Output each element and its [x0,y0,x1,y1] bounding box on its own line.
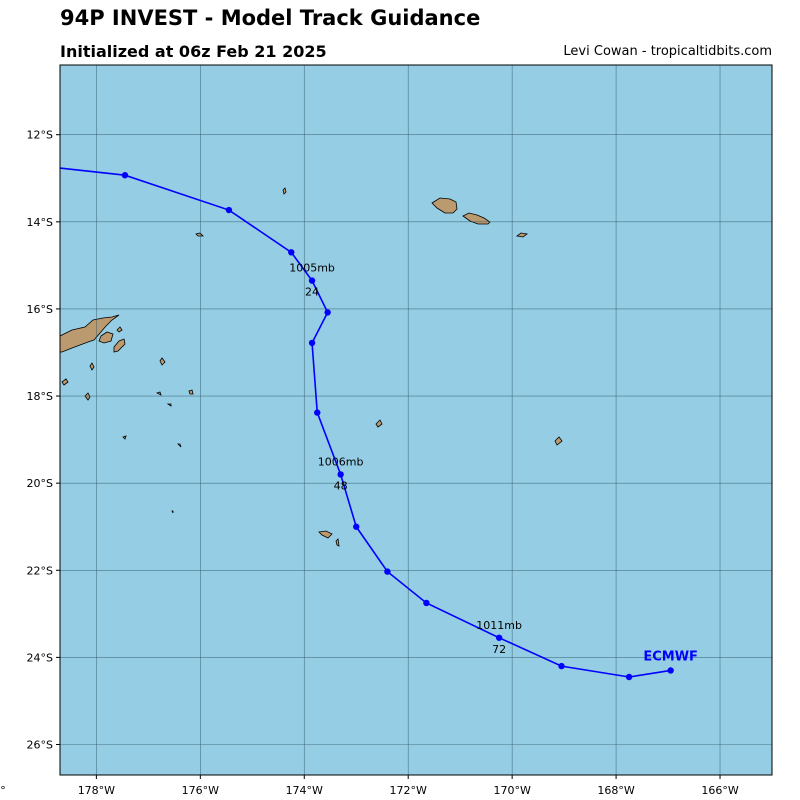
island-tutuila [516,232,528,238]
track-point [308,339,316,347]
forecast-hour-label: 48 [334,479,348,492]
forecast-hour-label: 72 [492,643,506,656]
island-wallis [282,187,287,195]
track-annotations: 1005mb 24 1006mb 48 1011mb 72 ECMWF [289,262,698,665]
island-lau-6 [188,389,194,395]
lat-tick-label: 16°S [27,303,53,316]
track-point [2,159,8,165]
track-point [558,662,565,670]
axis-ticks: 180° 178°W 176°W 174°W 172°W 170°W 168°W 166°W 1… [0,129,739,797]
island-fiji-small-1 [98,331,114,344]
island-savaii [431,197,458,214]
pressure-label: 1011mb [476,619,522,632]
lon-tick-label: 168°W [597,784,634,797]
model-name-label: ECMWF [643,649,698,664]
island-lau-3 [159,357,166,366]
island-futuna [195,232,204,237]
lat-tick-label: 12°S [27,129,53,142]
lon-tick-label: 174°W [286,784,323,797]
track-point [324,309,331,316]
track-point [288,249,295,256]
graticule [60,65,772,775]
lat-tick-label: 14°S [27,216,53,229]
lon-tick-label: 180° [0,784,6,797]
lon-tick-label: 176°W [182,784,219,797]
island-lau-10 [171,510,174,514]
island-niue [554,436,563,446]
island-tongatapu [318,530,333,539]
track-point [308,277,316,284]
track-point [667,667,674,674]
track-point [625,673,633,681]
forecast-hour-label: 24 [305,286,319,299]
island-lau-2 [61,378,69,386]
map-title: 94P INVEST - Model Track Guidance [60,6,481,30]
track-point [384,568,391,575]
lat-tick-label: 22°S [27,564,53,577]
island-lau-7 [166,403,172,407]
track-point [495,634,503,641]
map-subtitle: Initialized at 06z Feb 21 2025 [60,42,327,61]
track-point [121,172,129,179]
ocean-background [60,65,772,775]
island-eua [335,538,340,547]
island-lau-5 [155,391,162,396]
track-point [225,206,233,214]
island-lau-4 [84,392,91,401]
lat-tick-label: 20°S [27,477,53,490]
island-lau-8 [122,435,127,440]
lon-tick-label: 170°W [493,784,530,797]
map-frame [59,64,773,776]
lon-tick-label: 166°W [701,784,738,797]
lon-tick-label: 172°W [390,784,427,797]
pressure-label: 1005mb [289,262,335,275]
track-point [423,599,430,607]
map-credit: Levi Cowan - tropicaltidbits.com [563,44,772,59]
island-vanua-levu [60,314,120,353]
island-lau-1 [89,362,95,371]
track-point [314,409,321,416]
island-taveuni [116,326,123,333]
lat-tick-label: 18°S [27,390,53,403]
lat-tick-label: 26°S [27,739,53,752]
track-point [353,523,360,530]
island-lau-9 [177,443,182,448]
ecmwf-track [2,159,674,681]
track-point [337,471,344,478]
track-line [60,167,671,678]
island-fiji-small-2 [113,338,126,353]
lat-tick-label: 24°S [27,651,53,664]
pressure-label: 1006mb [318,455,364,468]
island-vavau [375,419,383,428]
lon-tick-label: 178°W [78,784,115,797]
